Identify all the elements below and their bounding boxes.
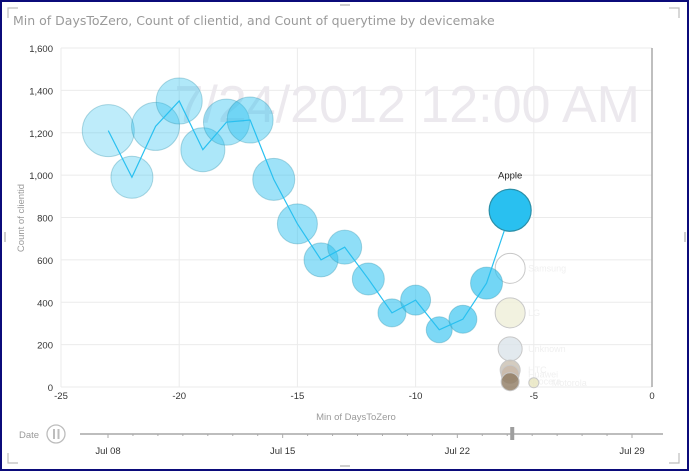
bubble-label-kyocera: Kyocera — [528, 377, 561, 387]
x-tick-label: -10 — [409, 391, 423, 402]
play-axis-date-label: Jul 22 — [445, 446, 470, 457]
y-tick-label: 600 — [37, 256, 53, 267]
pause-button[interactable] — [46, 424, 66, 444]
pause-icon — [53, 429, 55, 439]
corner-handle-bl[interactable] — [7, 453, 18, 464]
corner-handle-tr[interactable] — [669, 7, 680, 18]
play-axis-date-label: Jul 15 — [270, 446, 295, 457]
y-tick-label: 800 — [37, 214, 53, 225]
x-tick-label: -15 — [291, 391, 305, 402]
x-tick-label: -20 — [172, 391, 186, 402]
chart-title: Min of DaysToZero, Count of clientid, an… — [13, 13, 495, 28]
x-tick-label: -25 — [54, 391, 68, 402]
bubble-label-unknown: Unknown — [528, 344, 566, 354]
corner-handle-tl[interactable] — [7, 7, 18, 18]
bubble-label-htc: HTC — [528, 365, 547, 375]
bubble-motorola[interactable] — [528, 377, 540, 389]
play-axis-handle[interactable] — [510, 427, 515, 440]
play-axis-date-label: Jul 08 — [95, 446, 120, 457]
bubble-unknown[interactable] — [497, 336, 523, 362]
play-axis-label: Date — [19, 430, 39, 441]
play-axis-date-label: Jul 29 — [619, 446, 644, 457]
x-axis-title: Min of DaysToZero — [316, 412, 396, 423]
bubble-apple[interactable] — [488, 188, 532, 232]
y-tick-label: 400 — [37, 298, 53, 309]
bubble-kyocera[interactable] — [500, 372, 520, 392]
bubble-label-samsung: Samsung — [528, 263, 566, 273]
y-tick-label: 1,200 — [29, 129, 53, 140]
x-tick-label: 0 — [649, 391, 654, 402]
y-tick-label: 200 — [37, 341, 53, 352]
y-tick-label: 1,400 — [29, 86, 53, 97]
y-axis-title: Count of clientid — [16, 184, 27, 252]
y-tick-label: 1,000 — [29, 171, 53, 182]
bubble-lg[interactable] — [494, 297, 526, 329]
bubble-samsung[interactable] — [494, 252, 526, 284]
x-tick-label: -5 — [530, 391, 538, 402]
corner-handle-br[interactable] — [669, 453, 680, 464]
pause-icon — [57, 429, 60, 439]
apple-trail-line — [107, 99, 511, 331]
y-tick-label: 1,600 — [29, 44, 53, 55]
bubble-label-motorola: Motorola — [552, 378, 587, 388]
bubble-label-huawei: Huawei — [528, 369, 558, 379]
bubble-label-lg: LG — [528, 308, 540, 318]
y-tick-label: 0 — [48, 383, 53, 394]
bubble-label-apple: Apple — [498, 170, 522, 181]
